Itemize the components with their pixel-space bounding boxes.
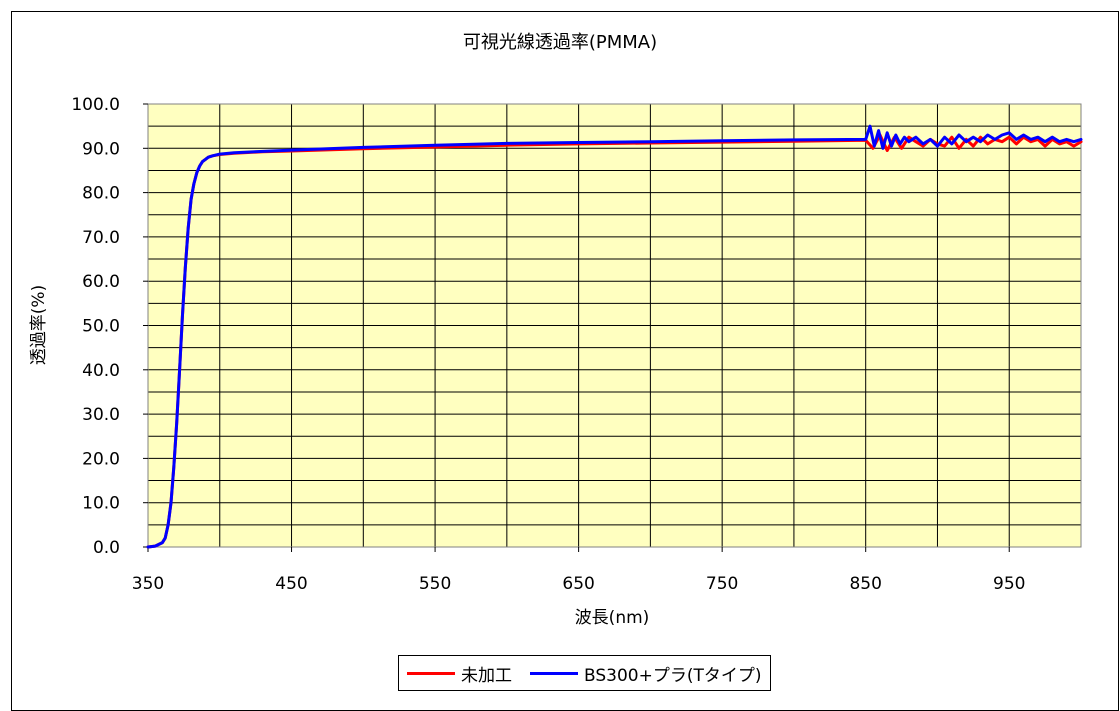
y-tick-label: 80.0 (82, 184, 120, 204)
y-tick-label: 50.0 (82, 317, 120, 337)
y-tick-label: 20.0 (82, 449, 120, 469)
y-tick-label: 10.0 (82, 494, 120, 514)
y-tick-label: 40.0 (82, 361, 120, 381)
x-tick-label: 650 (562, 574, 594, 594)
x-tick-label: 850 (849, 574, 881, 594)
plot-area: 0.0 10.0 20.0 30.0 40.0 50.0 60.0 70.0 80.0 90.0 1… (71, 95, 1083, 594)
y-tick-label: 90.0 (82, 139, 120, 159)
chart-svg: 可視光線透過率(PMMA) 波長(nm) 透過率(%) 0.0 10.0 20.0 3… (29, 32, 1083, 628)
y-tick-label: 60.0 (82, 272, 120, 292)
x-tick-label: 450 (275, 574, 307, 594)
y-tick-label: 100.0 (71, 95, 120, 115)
legend: 未加工 BS300+プラ(Tタイプ) (398, 655, 771, 691)
y-tick-label: 30.0 (82, 405, 120, 425)
y-tick-label: 70.0 (82, 228, 120, 248)
series-line-bs300 (146, 124, 1083, 549)
y-tick-label: 0.0 (93, 538, 120, 558)
x-axis-label: 波長(nm) (575, 608, 650, 628)
legend-item-untreated: 未加工 (407, 661, 512, 686)
legend-label-bs300: BS300+プラ(Tタイプ) (584, 665, 762, 686)
legend-label-untreated: 未加工 (461, 665, 512, 686)
x-tick-label: 350 (132, 574, 164, 594)
x-tick-label: 550 (419, 574, 451, 594)
y-axis-label: 透過率(%) (29, 285, 49, 365)
legend-item-bs300: BS300+プラ(Tタイプ) (530, 661, 762, 686)
legend-swatch-bs300 (530, 671, 578, 675)
legend-swatch-untreated (407, 671, 455, 675)
x-tick-label: 750 (706, 574, 738, 594)
x-tick-label: 950 (993, 574, 1025, 594)
chart-title: 可視光線透過率(PMMA) (463, 32, 657, 53)
